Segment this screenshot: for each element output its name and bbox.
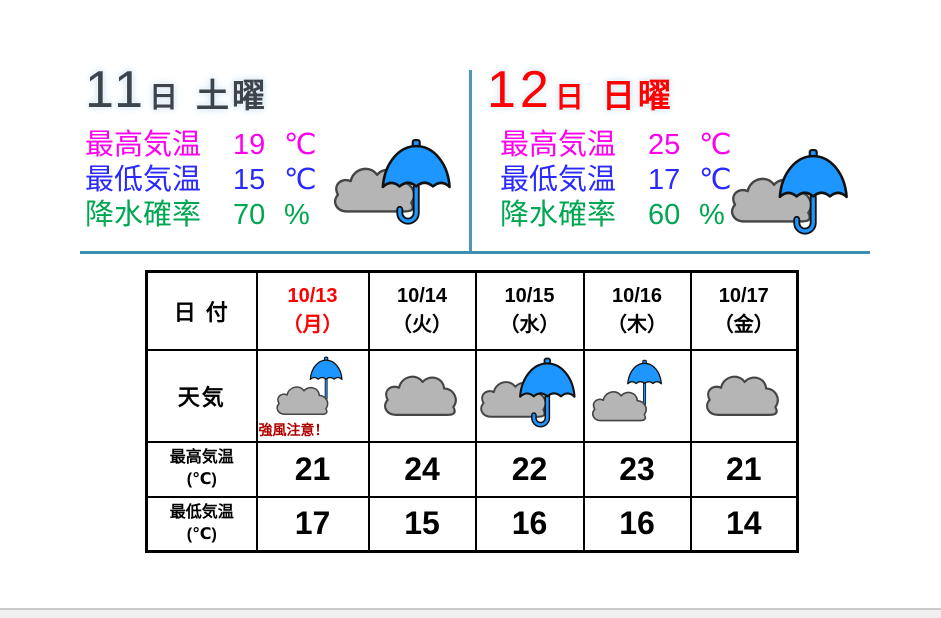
cloud-icon — [693, 358, 795, 433]
low-temp-1015: 16 — [474, 495, 585, 553]
day-stats: 最高気温 19 ℃ 最低気温 15 ℃ 降水確率 70 % — [85, 128, 465, 233]
high-temp-label: 最高気温 — [500, 129, 617, 161]
weather-cell-1016 — [582, 348, 692, 443]
high-temp-value: 19 — [233, 129, 266, 161]
precip-label: 降水確率 — [85, 199, 202, 231]
cloud-umbrella-icon — [330, 138, 460, 234]
day-title: 11 日 土曜 — [85, 60, 465, 122]
low-temp-value: 15 — [233, 164, 266, 196]
day-stats: 最高気温 25 ℃ 最低気温 17 ℃ 降水確率 60 % — [487, 128, 867, 233]
precip-row: 降水確率 60 % — [500, 198, 867, 233]
day-panel-sunday: 12 日 日曜 最高気温 25 ℃ 最低気温 17 ℃ 降水確率 60 % — [487, 60, 867, 233]
date-text: 10/13 — [287, 284, 338, 307]
high-temp-row: 最高気温 25 ℃ — [500, 128, 867, 163]
date-cell-1017: 10/17 （金） — [689, 270, 799, 351]
high-temp-value: 25 — [648, 129, 681, 161]
high-header-line1: 最高気温 — [169, 449, 234, 466]
day-panel-saturday: 11 日 土曜 最高気温 19 ℃ 最低気温 15 ℃ 降水確率 70 % — [85, 60, 465, 233]
precip-unit: % — [284, 199, 310, 231]
table-row-dates: 日 付 10/13 （月） 10/14 （火） 10/15 （水） 10/16 … — [145, 270, 799, 351]
precip-row: 降水確率 70 % — [85, 198, 465, 233]
low-header-line2: (℃) — [186, 525, 217, 543]
cloud-umbrella-icon — [727, 148, 857, 244]
day-title: 12 日 日曜 — [487, 60, 867, 122]
date-row-header: 日 付 — [145, 270, 258, 351]
high-temp-unit: ℃ — [699, 129, 732, 161]
low-temp-unit: ℃ — [699, 164, 732, 196]
weekday-label: 土曜 — [196, 77, 268, 114]
precip-value: 60 — [648, 199, 681, 231]
date-text: 10/17 — [718, 284, 769, 307]
precip-value: 70 — [233, 199, 266, 231]
day-suffix: 日 — [554, 82, 584, 114]
high-temp-1016: 23 — [582, 440, 692, 498]
high-temp-unit: ℃ — [284, 129, 317, 161]
table-row-weather: 天気 強風注意！ — [145, 348, 799, 443]
low-temp-row: 最低気温 15 ℃ — [85, 163, 465, 198]
weekday-label: 日曜 — [601, 77, 674, 114]
weather-cell-1014 — [367, 348, 477, 443]
low-header-line1: 最低気温 — [169, 503, 234, 521]
horizontal-divider — [80, 251, 870, 254]
weather-cell-1015 — [474, 348, 585, 443]
high-temp-1017: 21 — [689, 440, 799, 498]
table-row-low-temps: 最低気温 (℃) 17 15 16 16 14 — [145, 495, 799, 553]
low-temp-1017: 14 — [689, 495, 799, 553]
high-temp-1013: 21 — [255, 440, 370, 498]
date-cell-1016: 10/16 （木） — [582, 270, 692, 351]
low-temp-1014: 15 — [367, 495, 477, 553]
date-cell-1015: 10/15 （水） — [474, 270, 585, 351]
weather-cell-1013: 強風注意！ — [255, 348, 370, 443]
date-text: 10/14 — [396, 284, 448, 307]
high-row-header: 最高気温 (℃) — [145, 440, 258, 498]
high-temp-label: 最高気温 — [85, 129, 202, 161]
weekday-text: （月） — [282, 313, 343, 336]
low-temp-value: 17 — [648, 164, 681, 196]
high-temp-1015: 22 — [474, 440, 585, 498]
umbrella-over-cloud-icon — [585, 358, 689, 434]
low-row-header: 最低気温 (℃) — [145, 495, 258, 553]
weekday-text: （木） — [607, 313, 667, 336]
slide-bottom-edge — [0, 608, 941, 618]
weekday-text: （金） — [713, 313, 774, 336]
low-temp-1016: 16 — [582, 495, 692, 553]
date-text: 10/16 — [611, 284, 663, 307]
date-text: 10/15 — [504, 284, 555, 307]
low-temp-label: 最低気温 — [85, 164, 202, 196]
low-temp-label: 最低気温 — [500, 164, 617, 196]
low-temp-1013: 17 — [255, 495, 370, 553]
vertical-divider — [469, 70, 472, 252]
weekday-text: （水） — [499, 313, 560, 336]
strong-wind-warning: 強風注意！ — [258, 421, 329, 438]
weather-cell-1017 — [689, 348, 799, 443]
cloud-icon — [371, 358, 473, 433]
forecast-table: 日 付 10/13 （月） 10/14 （火） 10/15 （水） 10/16 … — [145, 270, 799, 553]
date-cell-1014: 10/14 （火） — [367, 270, 477, 351]
high-header-line2: (℃) — [186, 471, 217, 488]
day-number: 12 — [487, 61, 553, 119]
weather-row-header: 天気 — [145, 348, 258, 443]
weekday-text: （火） — [392, 313, 452, 336]
date-cell-1013: 10/13 （月） — [255, 270, 370, 351]
high-temp-1014: 24 — [367, 440, 477, 498]
precip-label: 降水確率 — [500, 199, 617, 231]
low-temp-unit: ℃ — [284, 164, 317, 196]
day-suffix: 日 — [148, 82, 178, 114]
day-number: 11 — [85, 61, 147, 119]
precip-unit: % — [699, 199, 725, 231]
cloud-umbrella-icon — [477, 357, 583, 435]
umbrella-over-cloud-icon — [270, 355, 368, 427]
low-temp-row: 最低気温 17 ℃ — [500, 163, 867, 198]
table-row-high-temps: 最高気温 (℃) 21 24 22 23 21 — [145, 440, 799, 498]
high-temp-row: 最高気温 19 ℃ — [85, 128, 465, 163]
